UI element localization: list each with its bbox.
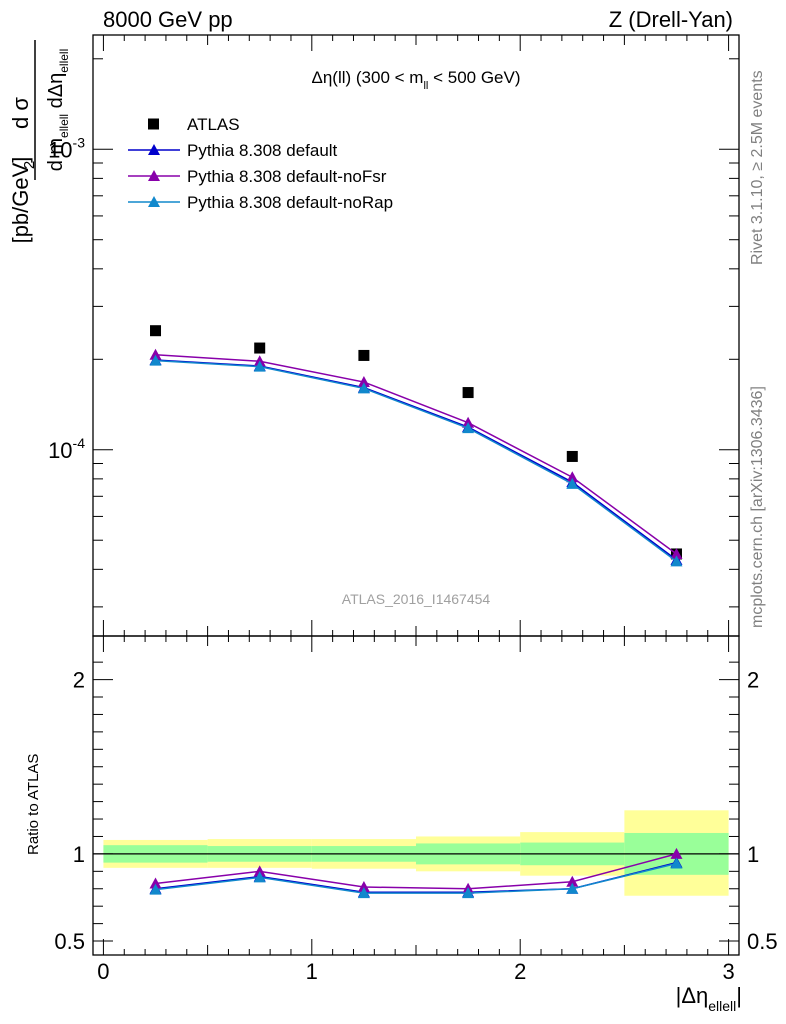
ratio-panel-series <box>149 847 683 899</box>
x-tick-label: 3 <box>722 959 734 984</box>
legend-marker-atlas <box>148 118 159 130</box>
ratio-y-axis-label: Ratio to ATLAS <box>25 754 42 855</box>
main-y-axis-label-text: d σ [pb/GeV] d mellell dΔηellell <box>8 40 71 243</box>
mc-series-marker <box>357 382 370 394</box>
legend: ATLAS Pythia 8.308 default Pythia 8.308 de… <box>128 115 393 212</box>
x-axis-label: |Δηellell| <box>676 983 742 1014</box>
main-title: Δη(ll) (300 < mll < 500 GeV) <box>311 68 520 92</box>
ratio-y-tick-label: 2 <box>73 668 85 693</box>
atlas-data-point <box>566 450 578 462</box>
legend-label: Pythia 8.308 default <box>187 141 338 160</box>
ratio-series-marker <box>357 887 370 899</box>
ratio-uncertainty-bands <box>93 810 739 896</box>
legend-marker <box>148 170 160 181</box>
header-right: Z (Drell-Yan) <box>609 7 733 32</box>
ratio-series-marker <box>253 865 266 877</box>
main-y-axis-label: 2 <box>21 161 38 169</box>
ratio-series-marker <box>462 887 475 899</box>
ratio-series-line <box>155 853 677 890</box>
atlas-data-point <box>150 325 162 337</box>
ratio-panel-border <box>92 635 740 956</box>
mc-series-marker <box>670 555 683 567</box>
ratio-series-marker <box>149 877 162 889</box>
ratio-y-tick-label-right: 1 <box>747 842 759 867</box>
ratio-series-marker <box>670 857 683 869</box>
legend-label: Pythia 8.308 default-noRap <box>187 193 393 212</box>
mc-series-line <box>155 359 677 561</box>
mc-series-marker <box>670 547 683 559</box>
rivet-version-label: Rivet 3.1.10, ≥ 2.5M events <box>749 70 766 265</box>
mc-series-marker <box>253 360 266 372</box>
mc-series-marker <box>566 477 579 489</box>
mc-series-marker <box>149 354 162 366</box>
legend-label: ATLAS <box>187 115 240 134</box>
svg-text:d mellell dΔηellell: d mellell dΔηellell <box>45 49 71 172</box>
ratio-y-tick-label: 1 <box>73 842 85 867</box>
mc-series-marker <box>566 471 579 483</box>
main-panel-frame: 10-4 10-3 <box>48 34 740 637</box>
svg-text:2: 2 <box>21 161 38 169</box>
x-tick-label: 1 <box>306 959 318 984</box>
x-tick-label: 2 <box>514 959 526 984</box>
ratio-series-marker <box>253 871 266 883</box>
main-y-tick-label: 10-4 <box>48 435 85 463</box>
mcplots-reference-label: mcplots.cern.ch [arXiv:1306.3436] <box>749 386 766 628</box>
ratio-y-tick-label-right: 0.5 <box>747 929 778 954</box>
analysis-label: ATLAS_2016_I1467454 <box>342 591 491 607</box>
atlas-data-point <box>254 342 266 354</box>
atlas-data-point <box>462 387 474 399</box>
ratio-series-marker <box>566 875 579 887</box>
ratio-series-marker <box>566 882 579 894</box>
legend-marker <box>148 144 160 155</box>
main-y-tick-label: 10-3 <box>48 134 85 162</box>
ratio-y-tick-label: 0.5 <box>54 929 85 954</box>
main-panel-series <box>149 325 683 567</box>
mc-series-marker <box>357 376 370 388</box>
atlas-data-point <box>358 349 370 361</box>
ratio-panel-frame: 0 1 2 3 0.5 0.5 1 1 2 2 <box>54 635 778 984</box>
x-tick-label: 0 <box>97 959 109 984</box>
svg-text:d σ [pb/GeV]: d σ [pb/GeV] <box>8 91 33 243</box>
legend-label: Pythia 8.308 default-noFsr <box>187 167 387 186</box>
ratio-series-marker <box>357 881 370 893</box>
ratio-series-line <box>155 862 677 894</box>
header-left: 8000 GeV pp <box>103 7 233 32</box>
mc-series-line <box>155 354 677 555</box>
mc-series-line <box>155 359 677 563</box>
mc-series-marker <box>149 348 162 360</box>
ratio-series-marker <box>670 847 683 859</box>
ratio-y-tick-label-right: 2 <box>747 668 759 693</box>
mc-series-marker <box>462 422 475 434</box>
legend-marker <box>148 196 160 207</box>
ratio-series-marker <box>149 883 162 895</box>
